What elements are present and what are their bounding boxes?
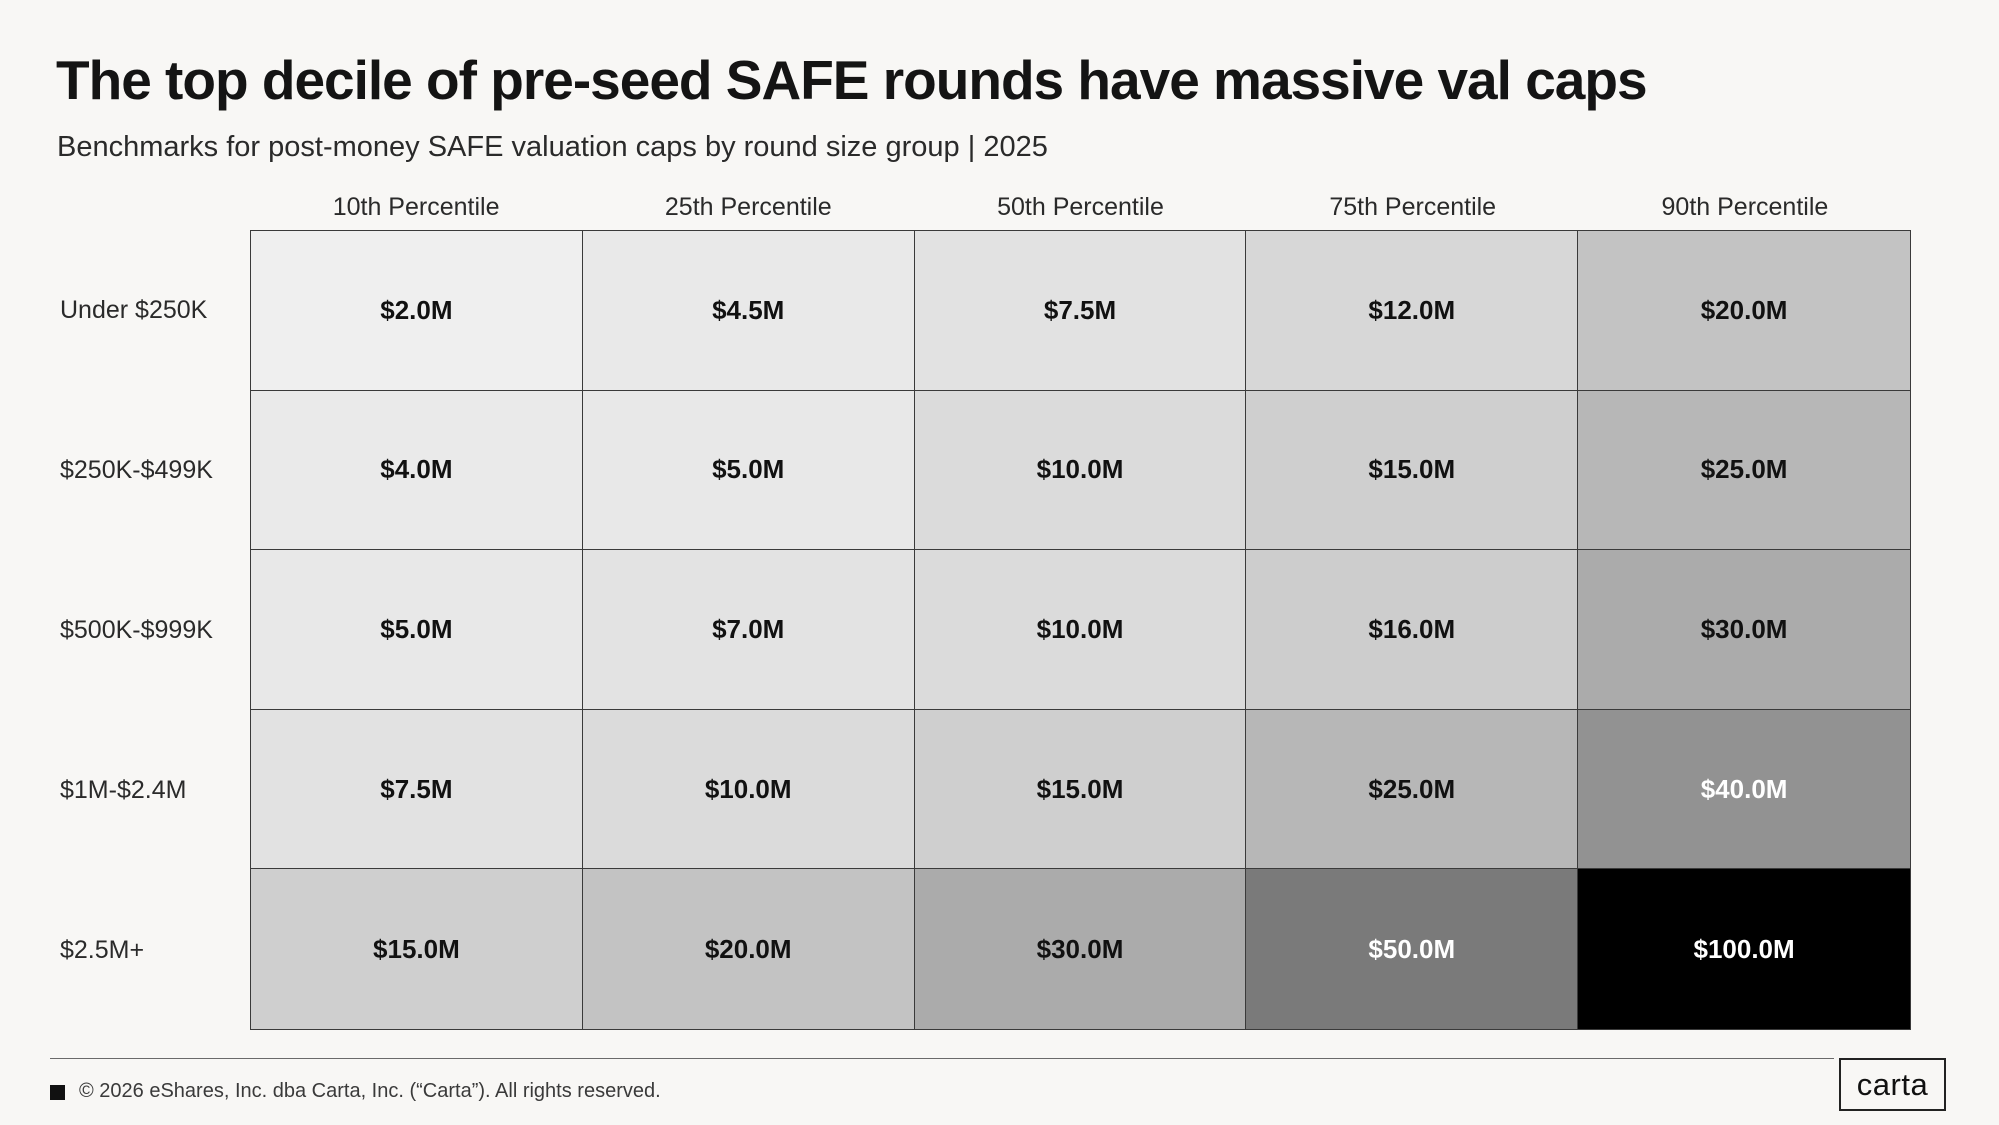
cell-value-label: $25.0M [1368, 773, 1456, 804]
cell-value-label: $40.0M [1700, 773, 1788, 804]
column-headers: 10th Percentile 25th Percentile 50th Perce… [250, 193, 1911, 233]
heatmap-cell: $15.0M [1246, 390, 1579, 551]
heatmap-cell: $25.0M [1578, 390, 1910, 551]
logo-text: carta [1856, 1066, 1929, 1102]
cell-value-label: $2.0M [380, 294, 453, 325]
heatmap-cell: $5.0M [582, 390, 915, 551]
cell-value-label: $5.0M [380, 613, 453, 644]
heatmap-cell: $10.0M [914, 550, 1247, 710]
heatmap-cell: $15.0M [251, 869, 583, 1029]
heatmap-cell: $7.0M [582, 550, 915, 710]
heatmap-cell: $4.0M [251, 390, 583, 551]
cell-value-label: $15.0M [1368, 454, 1456, 485]
cell-value-label: $100.0M [1693, 933, 1795, 964]
heatmap-cell: $7.5M [914, 231, 1247, 391]
cell-value-label: $30.0M [1700, 613, 1788, 644]
footer-divider [50, 1058, 1834, 1059]
heatmap-cell: $2.0M [251, 231, 583, 391]
heatmap-cell: $4.5M [582, 231, 915, 391]
heatmap-cell: $40.0M [1578, 709, 1910, 870]
cell-value-label: $7.5M [380, 773, 453, 804]
cell-value-label: $50.0M [1368, 933, 1456, 964]
row-label: $250K-$499K [60, 456, 213, 484]
cell-value-label: $25.0M [1700, 454, 1788, 485]
column-header: 90th Percentile [1661, 193, 1829, 221]
heatmap-cell: $16.0M [1246, 550, 1579, 710]
copyright-text: © 2026 eShares, Inc. dba Carta, Inc. (“C… [79, 1080, 661, 1102]
row-labels: Under $250K $250K-$499K $500K-$999K $1M-$2.… [60, 230, 250, 1030]
heatmap-cell: $20.0M [1578, 231, 1910, 391]
cell-value-label: $10.0M [1036, 454, 1124, 485]
cell-value-label: $30.0M [1036, 933, 1124, 964]
row-label: Under $250K [60, 296, 208, 324]
heatmap-cell: $100.0M [1578, 869, 1910, 1029]
cell-value-label: $10.0M [704, 773, 792, 804]
heatmap-cell: $12.0M [1246, 231, 1579, 391]
cell-value-label: $5.0M [712, 454, 785, 485]
cell-value-label: $7.5M [1043, 294, 1117, 325]
cell-value-label: $16.0M [1368, 613, 1456, 644]
chart-title: The top decile of pre-seed SAFE rounds h… [56, 49, 1648, 111]
cell-value-label: $15.0M [373, 933, 460, 964]
cell-value-label: $4.5M [712, 294, 785, 325]
row-label: $500K-$999K [60, 616, 213, 644]
footer-square-icon [50, 1085, 65, 1100]
cell-value-label: $10.0M [1036, 613, 1124, 644]
cell-value-label: $12.0M [1368, 294, 1456, 325]
heatmap-cell: $20.0M [582, 869, 915, 1029]
heatmap-cell: $30.0M [914, 869, 1247, 1029]
column-header: 10th Percentile [332, 193, 500, 221]
heatmap-cell: $10.0M [914, 390, 1247, 551]
column-header: 50th Percentile [997, 193, 1164, 221]
carta-logo: carta [1839, 1058, 1946, 1111]
column-header: 75th Percentile [1329, 193, 1497, 221]
column-header: 25th Percentile [664, 193, 832, 221]
heatmap-cell: $25.0M [1246, 709, 1579, 870]
cell-value-label: $15.0M [1036, 773, 1124, 804]
heatmap-cell: $5.0M [251, 550, 583, 710]
cell-value-label: $20.0M [1700, 294, 1788, 325]
heatmap-cell: $30.0M [1578, 550, 1910, 710]
heatmap-cell: $10.0M [582, 709, 915, 870]
heatmap-cell: $50.0M [1246, 869, 1579, 1029]
row-label: $2.5M+ [60, 936, 145, 964]
chart-subtitle: Benchmarks for post-money SAFE valuation… [57, 131, 1048, 163]
heatmap-cell: $15.0M [914, 709, 1247, 870]
cell-value-label: $20.0M [704, 933, 792, 964]
cell-value-label: $7.0M [712, 613, 785, 644]
row-label: $1M-$2.4M [60, 776, 187, 804]
heatmap-cell: $7.5M [251, 709, 583, 870]
cell-value-label: $4.0M [380, 454, 453, 485]
heatmap-grid: $2.0M $4.5M $7.5M $12.0M $20.0M $4.0M $5.0M $10… [250, 230, 1911, 1030]
